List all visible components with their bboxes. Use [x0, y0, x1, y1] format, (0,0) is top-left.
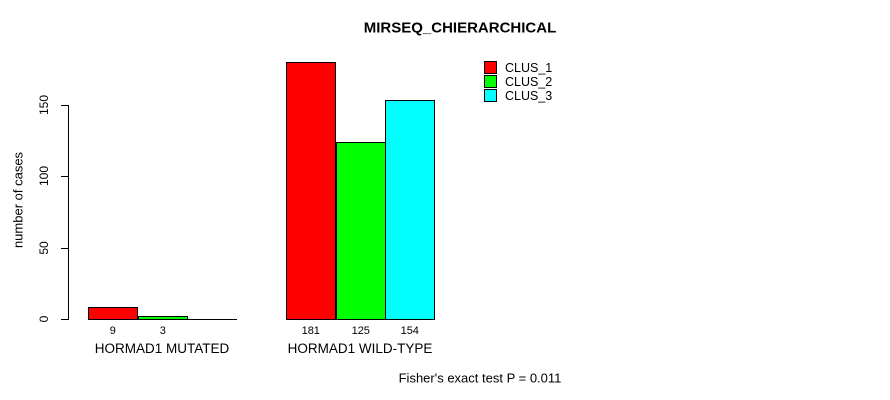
bar-value-label-clus_1-mutated: 9 — [109, 325, 116, 337]
chart-title: MIRSEQ_CHIERARCHICAL — [363, 19, 557, 37]
group-label-mutated: HORMAD1 MUTATED — [94, 341, 230, 356]
footer-annotation: Fisher's exact test P = 0.011 — [398, 370, 562, 386]
y-tick-label-150: 150 — [37, 94, 51, 116]
y-axis-tick-100 — [61, 176, 68, 177]
legend-label-clus-3: CLUS_3 — [505, 88, 553, 103]
bar-clus_2-wild-type — [336, 142, 386, 320]
y-axis-tick-0 — [61, 319, 68, 320]
bar-clus_3-mutated — [187, 319, 237, 320]
y-axis-line — [68, 105, 69, 320]
bar-clus_1-mutated — [88, 307, 138, 320]
legend-item-clus-2: CLUS_2 — [484, 74, 553, 89]
legend: CLUS_1 CLUS_2 CLUS_3 — [484, 61, 552, 103]
y-axis-title: number of cases — [10, 151, 26, 249]
group-label-wild-type: HORMAD1 WILD-TYPE — [287, 341, 433, 356]
y-axis-tick-50 — [61, 248, 68, 249]
bar-value-label-clus_1-wild-type: 181 — [301, 325, 320, 337]
bar-clus_3-wild-type — [385, 100, 435, 320]
bar-value-label-clus_2-mutated: 3 — [159, 325, 166, 337]
legend-item-clus-3: CLUS_3 — [484, 88, 553, 103]
legend-label-clus-2: CLUS_2 — [505, 74, 553, 89]
legend-swatch-clus-3 — [484, 89, 497, 102]
legend-swatch-clus-1 — [484, 61, 497, 74]
legend-swatch-clus-2 — [484, 75, 497, 88]
bar-value-label-clus_2-wild-type: 125 — [351, 325, 370, 337]
y-tick-label-100: 100 — [37, 165, 51, 187]
y-tick-label-0: 0 — [37, 315, 51, 323]
legend-label-clus-1: CLUS_1 — [505, 60, 553, 75]
y-axis-tick-150 — [61, 105, 68, 106]
bar-clus_1-wild-type — [286, 62, 336, 320]
bar-clus_2-mutated — [138, 316, 188, 320]
y-tick-label-50: 50 — [37, 241, 51, 255]
bar-value-label-clus_3-wild-type: 154 — [400, 325, 419, 337]
legend-item-clus-1: CLUS_1 — [484, 60, 553, 75]
